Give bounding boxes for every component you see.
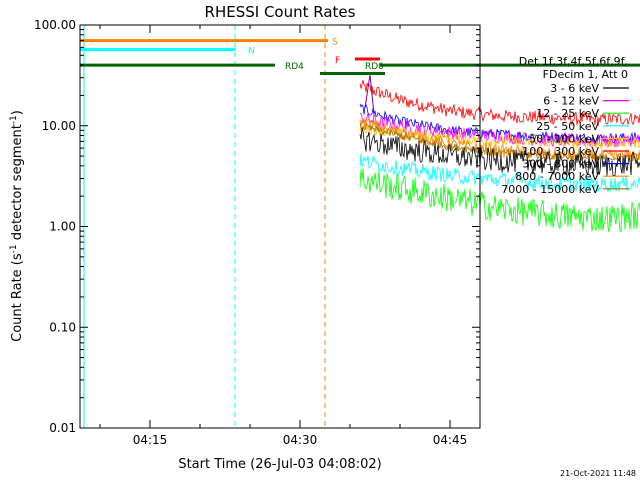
series-line-12-25-kev (359, 168, 640, 233)
x-axis-label: Start Time (26-Jul-03 04:08:02) (178, 457, 381, 472)
legend: Det 1f,3f,4f,5f,6f,9f, FDecim 1, Att 0 3… (501, 55, 629, 196)
state-bar-label-s: S (332, 38, 338, 48)
legend-label-7000-15000-kev: 7000 - 15000 keV (501, 183, 599, 196)
legend-header-line-1: Det 1f,3f,4f,5f,6f,9f, (519, 55, 628, 68)
state-bar-label-f: F (335, 56, 340, 66)
legend-label-3-6-kev: 3 - 6 keV (550, 82, 599, 95)
legend-label-25-50-kev: 25 - 50 keV (536, 120, 599, 133)
series-line-6-12-kev (359, 112, 640, 148)
y-axis-label-exp-1: -1 (9, 244, 19, 253)
chart-title: RHESSI Count Rates (205, 3, 356, 21)
series-line-25-50-kev (359, 153, 640, 193)
y-tick-label-0-01: 0.01 (49, 421, 76, 435)
y-tick-label-10-00: 10.00 (42, 119, 76, 133)
x-tick-label-04:45: 04:45 (433, 433, 468, 447)
legend-label-50-100-kev: 50 - 100 keV (529, 132, 599, 145)
y-tick-label-1-00: 1.00 (49, 220, 76, 234)
x-tick-label-04:30: 04:30 (283, 433, 318, 447)
overlay-layer: S N F RD0 RD4 (80, 25, 640, 428)
y-axis-label-part-1: Count Rate (s (10, 253, 25, 342)
series-line-100-300-kev (359, 80, 640, 127)
y-axis-label-part-3: ) (10, 110, 25, 115)
axis-layer: 04:15 04:30 04:45 100.00 10.00 1.00 0.10 0.01 (34, 18, 480, 447)
state-bar-label-n: N (248, 47, 255, 57)
series-line-7000-15000-kev (359, 122, 640, 163)
y-axis-label-part-2: detector segment (10, 124, 25, 244)
state-bar-label-rd4: RD4 (285, 62, 304, 72)
generation-timestamp: 21-Oct-2021 11:48 (560, 469, 636, 478)
y-tick-label-0-10: 0.10 (49, 320, 76, 334)
series-layer (359, 74, 640, 233)
y-axis-label-exp-2: -1 (9, 115, 19, 124)
series-line-3-6-kev (359, 127, 640, 177)
legend-label-6-12-kev: 6 - 12 keV (543, 95, 599, 108)
legend-label-100-300-kev: 100 - 300 keV (522, 145, 599, 158)
legend-header-line-2: FDecim 1, Att 0 (543, 68, 628, 81)
legend-label-800-7000-kev: 800 - 7000 keV (515, 170, 599, 183)
y-tick-label-100-00: 100.00 (34, 18, 76, 32)
x-tick-label-04:15: 04:15 (133, 433, 168, 447)
state-bar-label-rd0: RD0 (365, 62, 384, 72)
legend-label-300-800-kev: 300 - 800 keV (522, 158, 599, 171)
legend-label-12-25-kev: 12 - 25 keV (536, 107, 599, 120)
y-axis-label: Count Rate (s-1 detector segment-1) (9, 110, 25, 342)
series-line-50-100-kev (359, 124, 640, 150)
